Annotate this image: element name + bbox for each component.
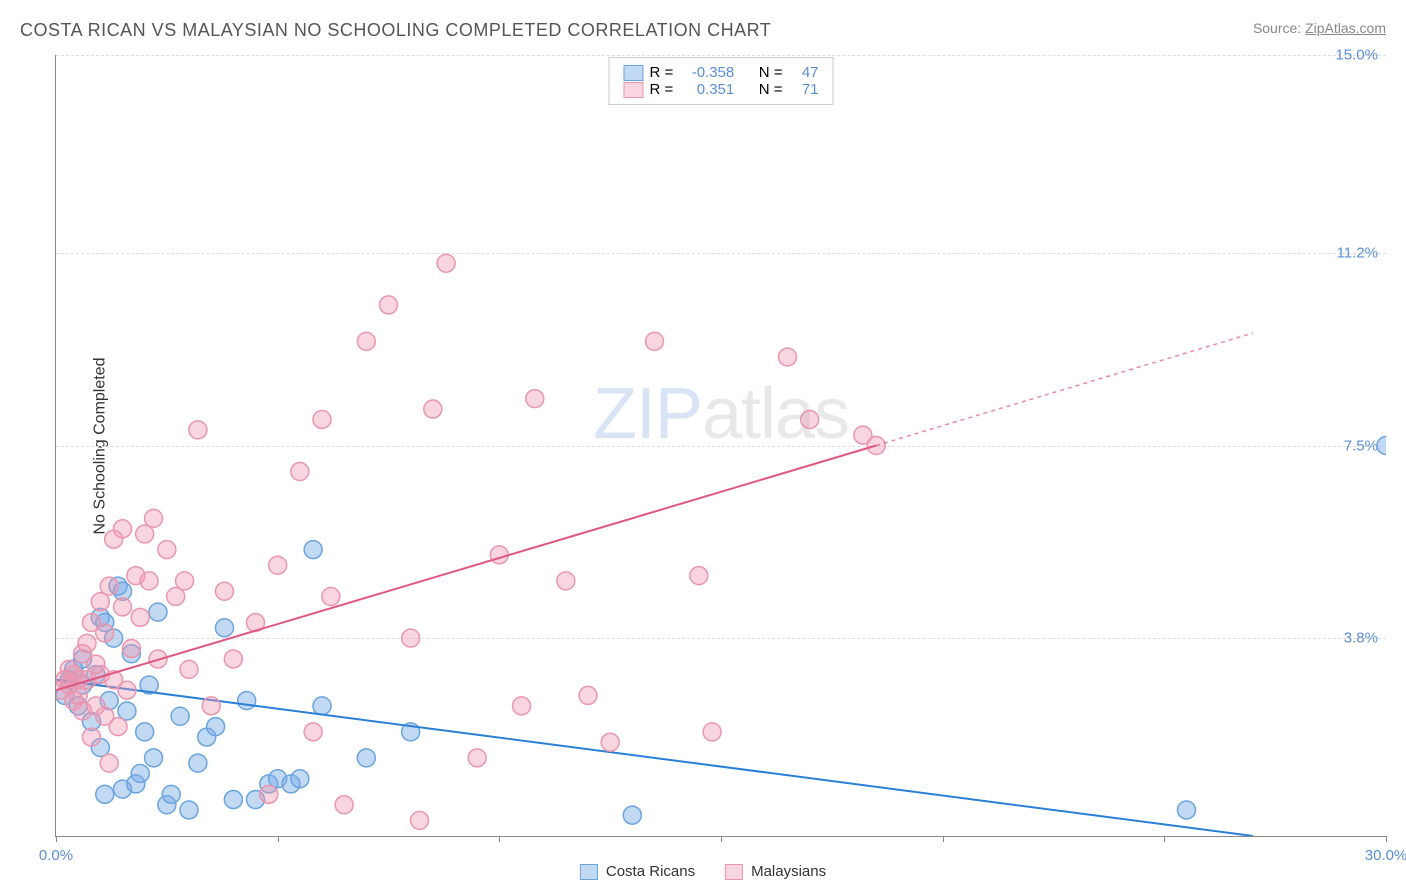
legend-row-costa-ricans: R = -0.358 N = 47 xyxy=(623,64,818,81)
r-label: R = xyxy=(649,64,673,81)
r-value-costa-ricans: -0.358 xyxy=(679,64,734,81)
legend-swatch-blue-icon xyxy=(580,864,598,880)
source-link[interactable]: ZipAtlas.com xyxy=(1305,20,1386,36)
legend-row-malaysians: R = 0.351 N = 71 xyxy=(623,81,818,98)
scatter-plot-svg xyxy=(56,55,1386,836)
chart-source: Source: ZipAtlas.com xyxy=(1253,20,1386,36)
r-value-malaysians: 0.351 xyxy=(679,81,734,98)
legend-swatch-blue xyxy=(623,65,643,81)
r-label: R = xyxy=(649,81,673,98)
legend-label-malaysians: Malaysians xyxy=(751,863,826,880)
series-legend: Costa Ricans Malaysians xyxy=(580,863,826,880)
x-tick-label: 0.0% xyxy=(39,847,73,864)
legend-swatch-pink xyxy=(623,82,643,98)
n-value-malaysians: 71 xyxy=(789,81,819,98)
x-tick-label: 30.0% xyxy=(1365,847,1406,864)
n-value-costa-ricans: 47 xyxy=(789,64,819,81)
chart-title: COSTA RICAN VS MALAYSIAN NO SCHOOLING CO… xyxy=(20,20,771,41)
n-label: N = xyxy=(759,81,783,98)
source-label: Source: xyxy=(1253,20,1301,36)
n-label: N = xyxy=(759,64,783,81)
legend-item-malaysians: Malaysians xyxy=(725,863,826,880)
legend-swatch-pink-icon xyxy=(725,864,743,880)
legend-label-costa-ricans: Costa Ricans xyxy=(606,863,695,880)
legend-item-costa-ricans: Costa Ricans xyxy=(580,863,695,880)
correlation-legend: R = -0.358 N = 47 R = 0.351 N = 71 xyxy=(608,57,833,105)
chart-plot-area: ZIPatlas 3.8%7.5%11.2%15.0% 0.0%30.0% R … xyxy=(55,55,1386,837)
